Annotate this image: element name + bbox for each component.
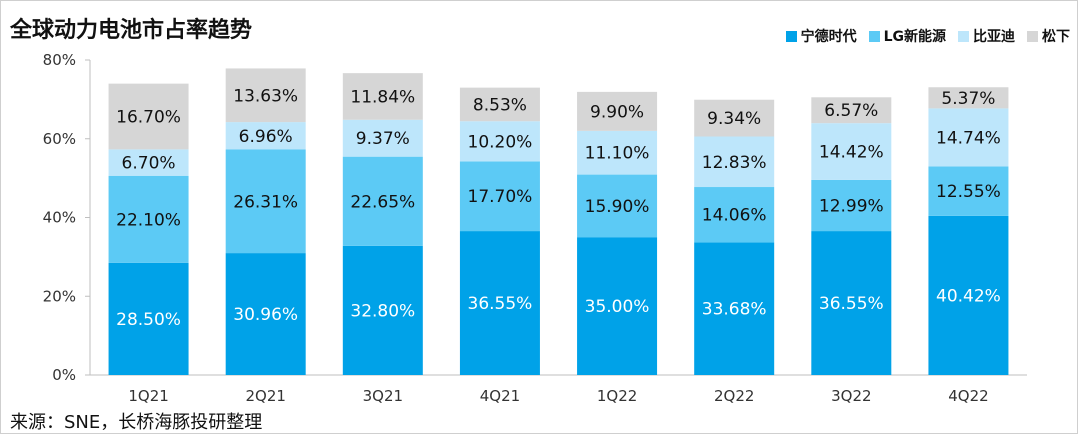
bar-segment [577,237,658,375]
bar-segment [225,253,306,375]
x-tick-label: 4Q22 [948,387,988,405]
data-label: 6.70% [122,154,176,174]
legend-label-byd: 比亚迪 [973,29,1015,45]
bar-segment [108,83,189,150]
bar-segment [459,87,540,122]
data-label: 22.10% [116,210,181,230]
bar-segment [342,73,423,120]
data-label: 6.96% [239,127,293,147]
data-label: 33.68% [702,300,767,320]
data-label: 11.10% [585,144,650,164]
bar-segment [694,242,775,375]
bar-segment [694,99,775,137]
y-tick-label: 40% [43,209,76,227]
bar-segment [811,231,892,375]
bar-segment [928,166,1009,216]
bar-segment [577,91,658,131]
data-label: 40.42% [936,286,1001,306]
bar-segment [225,122,306,150]
data-label: 22.65% [350,192,415,212]
data-label: 10.20% [468,132,533,152]
data-label: 36.55% [468,294,533,314]
data-label: 12.99% [819,197,884,217]
x-tick-label: 2Q21 [245,387,285,405]
data-label: 30.96% [233,305,298,325]
legend-swatch-catl [785,30,797,42]
data-label: 13.63% [233,86,298,106]
chart-legend: 宁德时代 LG新能源 比亚迪 松下 [785,26,1070,46]
legend-item-panasonic: 松下 [1027,26,1070,46]
bar-segment [811,97,892,124]
data-label: 15.90% [585,197,650,217]
y-tick-label: 60% [43,130,76,148]
x-tick-label: 3Q21 [363,387,403,405]
bar-segment [577,174,658,238]
x-tick-label: 4Q21 [480,387,520,405]
data-label: 16.70% [116,108,181,128]
data-label: 8.53% [473,95,527,115]
chart-title: 全球动力电池市占率趋势 [10,18,253,43]
legend-swatch-panasonic [1027,30,1038,42]
bar-segment [108,262,189,375]
data-label: 12.83% [702,153,767,173]
data-label: 11.84% [350,87,415,107]
bar-segment [459,161,540,232]
y-tick-label: 80% [43,51,76,69]
legend-item-catl: 宁德时代 [785,26,857,46]
source-note: 来源：SNE，长桥海豚投研整理 [10,412,263,433]
bar-segment [928,215,1009,375]
x-tick-label: 3Q22 [831,387,871,405]
bar-segment [928,87,1009,109]
bar-segment [459,121,540,162]
data-label: 14.42% [819,143,884,163]
bar-segment [108,149,189,176]
data-label: 12.55% [936,182,1001,202]
bar-segment [342,119,423,157]
legend-label-panasonic: 松下 [1042,29,1070,45]
legend-item-byd: 比亚迪 [958,26,1015,46]
bar-segment [459,231,540,375]
legend-item-lg: LG新能源 [868,26,946,46]
x-tick-label: 1Q21 [128,387,168,405]
bar-segment [225,68,306,123]
data-label: 9.34% [707,109,761,129]
legend-swatch-lg [868,30,880,42]
data-label: 35.00% [585,297,650,317]
bar-segment [811,123,892,180]
data-label: 5.37% [941,89,995,109]
bar-segment [928,108,1009,167]
data-label: 36.55% [819,294,884,314]
bar-segment [577,130,658,175]
data-label: 17.70% [468,187,533,207]
x-tick-label: 2Q22 [714,387,754,405]
bar-segment [342,245,423,375]
data-label: 26.31% [233,192,298,212]
legend-swatch-byd [958,30,969,42]
data-label: 9.37% [356,129,410,149]
legend-label-catl: 宁德时代 [800,29,857,45]
x-tick-label: 1Q22 [597,387,637,405]
y-tick-label: 20% [43,287,76,305]
legend-label-lg: LG新能源 [883,29,946,45]
bar-segment [225,149,306,254]
data-label: 28.50% [116,310,181,330]
bar-segment [694,136,775,188]
bar-segment [342,156,423,246]
bar-segment [811,179,892,232]
data-label: 14.06% [702,206,767,226]
data-label: 6.57% [824,101,878,121]
data-label: 14.74% [936,128,1001,148]
data-label: 32.80% [350,301,415,321]
bar-segment [694,187,775,243]
data-label: 9.90% [590,102,644,122]
bar-segment [108,175,189,263]
y-tick-label: 0% [52,366,76,384]
